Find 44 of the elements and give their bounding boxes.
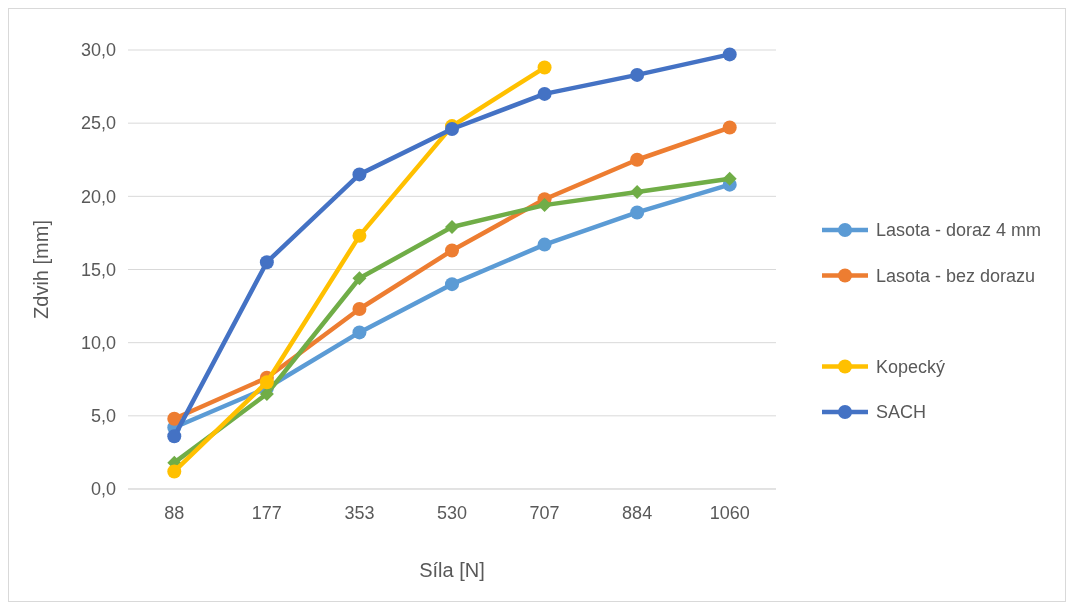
- y-tick-label: 25,0: [80, 113, 116, 134]
- legend-label: SACH: [876, 402, 927, 423]
- point: [722, 171, 737, 186]
- point: [537, 86, 552, 101]
- point: [259, 375, 274, 390]
- point: [259, 255, 274, 270]
- point: [167, 464, 182, 479]
- legend-label: Kopecký: [876, 356, 946, 377]
- x-tick-label: 353: [344, 503, 375, 523]
- point: [445, 220, 459, 235]
- point: [167, 429, 182, 444]
- legend-label: Lasota - doraz 4 mm: [876, 220, 1042, 241]
- x-tick-label: 707: [529, 503, 560, 523]
- point: [352, 167, 367, 182]
- y-tick-label: 15,0: [80, 259, 116, 280]
- x-tick-label: 177: [251, 503, 282, 523]
- y-tick-label: 5,0: [90, 406, 116, 427]
- point: [445, 243, 459, 258]
- point: [630, 67, 645, 82]
- legend-label: Lasota - bez dorazu: [876, 265, 1036, 286]
- y-axis-title: Zdvih [mm]: [30, 220, 52, 319]
- x-tick-label: 530: [436, 503, 468, 523]
- y-tick-label: 30,0: [80, 40, 116, 61]
- y-tick-label: 20,0: [80, 186, 116, 207]
- point: [352, 325, 367, 340]
- point: [352, 302, 367, 317]
- point: [352, 271, 367, 286]
- point: [537, 237, 552, 252]
- point: [352, 228, 367, 243]
- point: [722, 47, 737, 62]
- x-tick-label: 884: [622, 503, 653, 523]
- x-tick-label: 88: [164, 503, 185, 523]
- x-axis-title: Síla [N]: [419, 559, 485, 581]
- point: [537, 60, 552, 75]
- y-tick-label: 0,0: [90, 479, 116, 500]
- point: [630, 205, 645, 220]
- point: [722, 120, 737, 135]
- point: [167, 411, 182, 426]
- point: [537, 198, 552, 213]
- point: [630, 184, 645, 199]
- y-tick-label: 10,0: [80, 332, 116, 353]
- point: [445, 277, 459, 292]
- point: [630, 152, 645, 167]
- x-tick-label: 1060: [709, 503, 750, 523]
